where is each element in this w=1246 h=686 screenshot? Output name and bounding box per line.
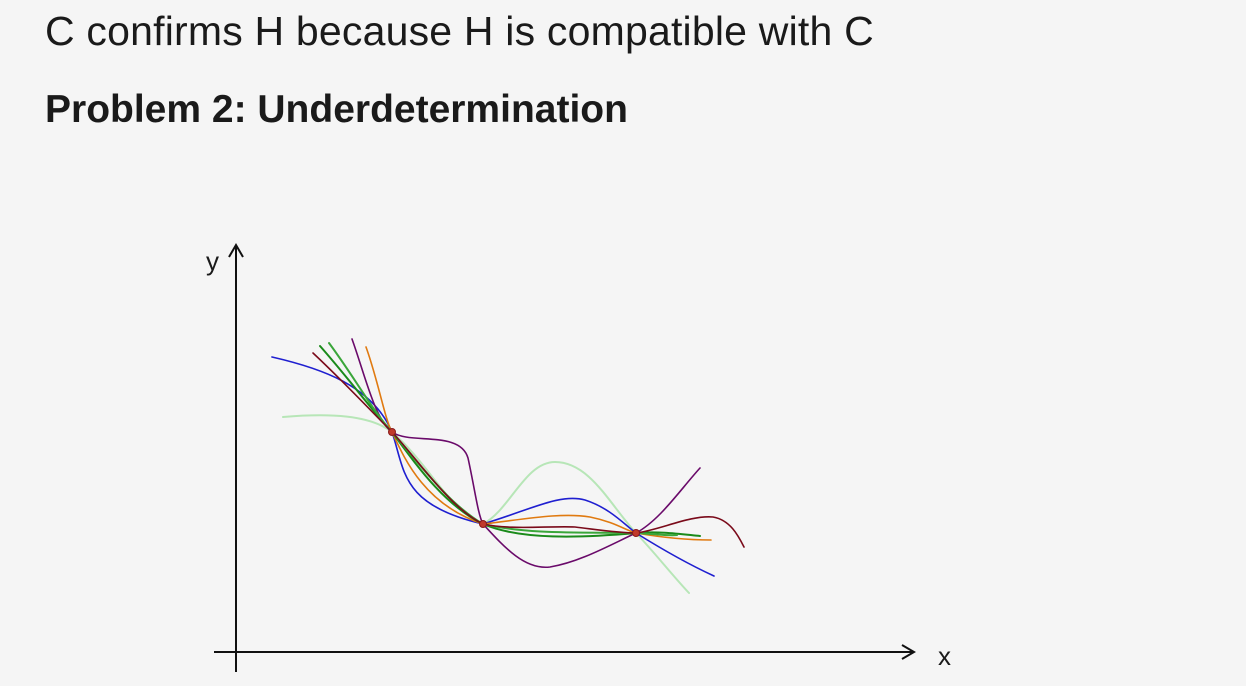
axes [214, 243, 916, 672]
y-axis-label: y [206, 246, 219, 276]
y-axis-arrowhead [228, 243, 244, 258]
curve-blue [271, 356, 715, 577]
problem-heading: Problem 2: Underdetermination [45, 88, 628, 131]
x-axis-label: x [938, 641, 951, 671]
hypothesis-curves [271, 338, 745, 594]
curve-dark-green [319, 345, 701, 538]
observation-point [388, 428, 396, 436]
x-axis-arrowhead [901, 644, 916, 660]
observation-point [632, 529, 640, 537]
observation-point [479, 520, 487, 528]
observation-points [388, 428, 640, 537]
confirmation-statement: C confirms H because H is compatible wit… [45, 8, 874, 54]
curve-orange [365, 346, 712, 541]
curve-light-green [282, 414, 690, 594]
